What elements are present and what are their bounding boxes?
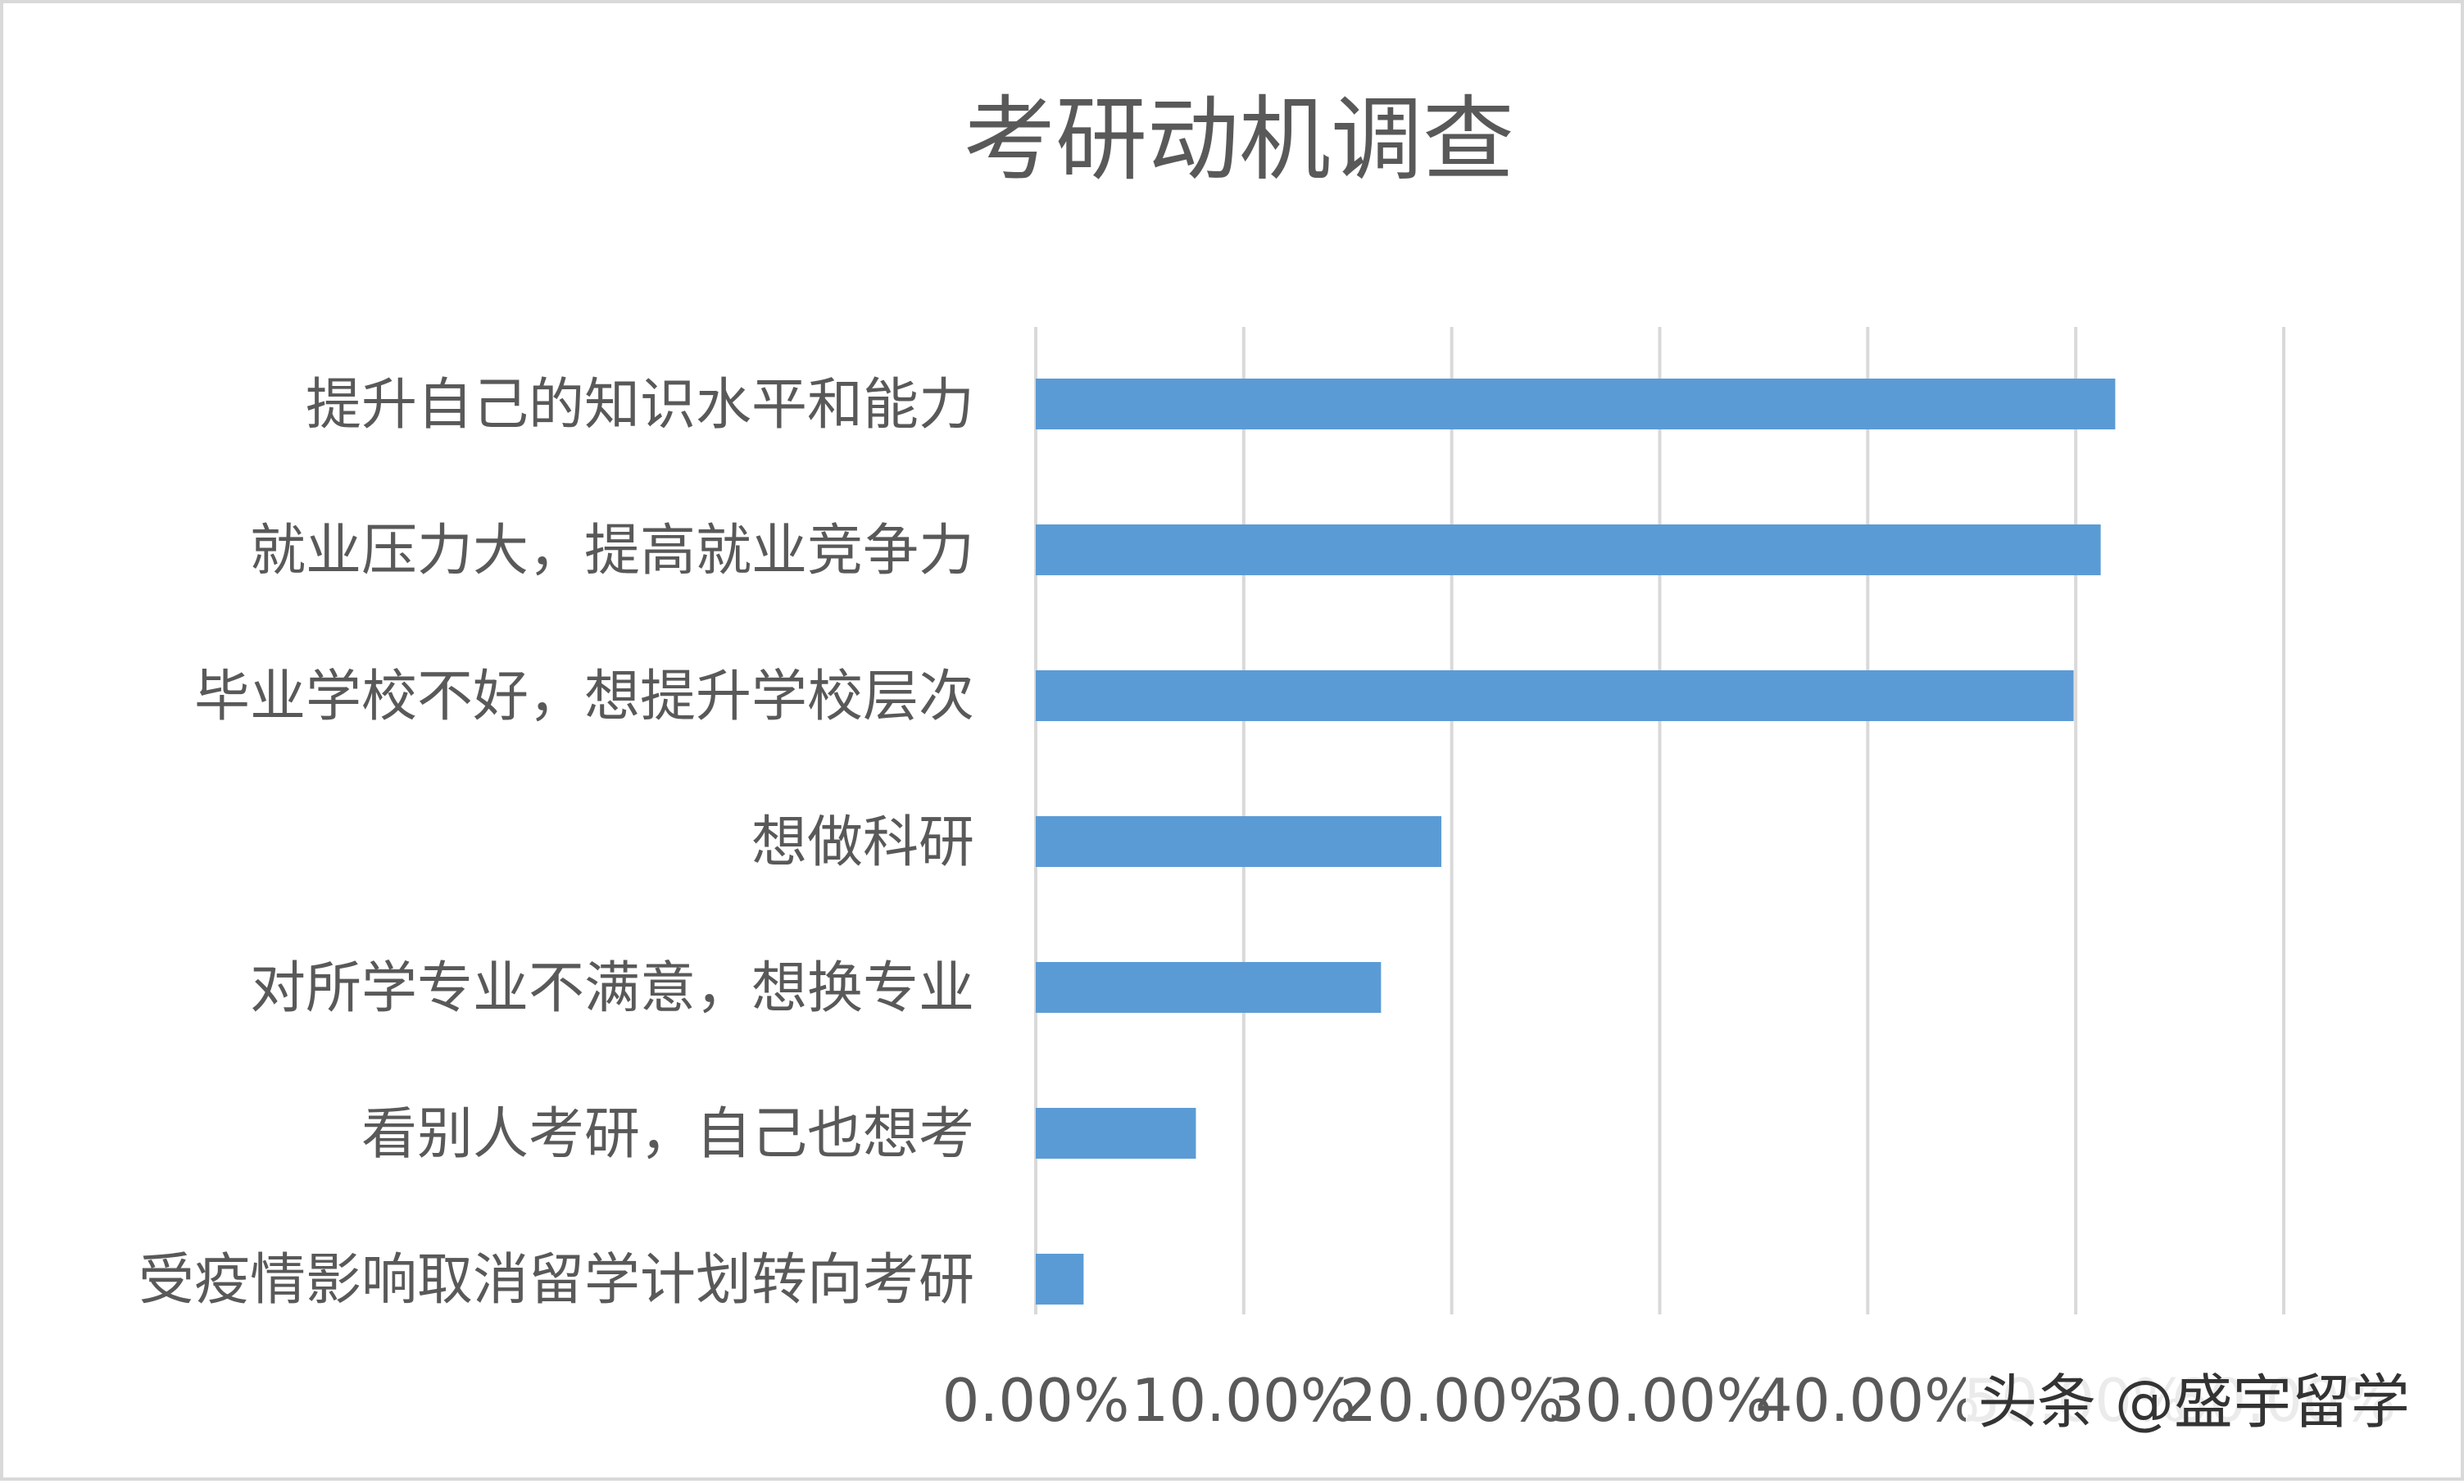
bar-6 bbox=[1036, 1108, 1196, 1159]
category-label-4: 想做科研 bbox=[751, 810, 974, 875]
grid-lines bbox=[1034, 327, 2285, 1314]
category-label-1: 提升自己的知识水平和能力 bbox=[306, 373, 974, 438]
category-labels: 提升自己的知识水平和能力就业压力大，提高就业竞争力毕业学校不好，想提升学校层次想… bbox=[138, 373, 974, 1313]
category-label-2: 就业压力大，提高就业竞争力 bbox=[250, 519, 974, 583]
watermark-text: 头条 @盛宇留学 bbox=[1978, 1368, 2410, 1436]
x-tick-label-0: 0.00% bbox=[942, 1366, 1130, 1435]
x-tick-label-1: 10.00% bbox=[1132, 1366, 1357, 1435]
bar-chart: 考研动机调查 提升自己的知识水平和能力就业压力大，提高就业竞争力毕业学校不好，想… bbox=[138, 87, 2433, 1437]
bar-5 bbox=[1036, 962, 1382, 1013]
bar-2 bbox=[1036, 524, 2101, 575]
category-label-6: 看别人考研，自己也想考 bbox=[361, 1102, 974, 1167]
x-tick-label-2: 20.00% bbox=[1339, 1366, 1564, 1435]
x-tick-label-3: 30.00% bbox=[1547, 1366, 1772, 1435]
bar-4 bbox=[1036, 816, 1441, 867]
bars bbox=[1036, 379, 2116, 1305]
category-label-3: 毕业学校不好，想提升学校层次 bbox=[194, 665, 974, 729]
x-tick-label-4: 40.00% bbox=[1755, 1366, 1981, 1435]
watermark: 头条 @盛宇留学 bbox=[1966, 1351, 2433, 1437]
category-label-7: 受疫情影响取消留学计划转向考研 bbox=[138, 1248, 974, 1313]
chart-title: 考研动机调查 bbox=[964, 87, 1514, 193]
bar-7 bbox=[1036, 1254, 1084, 1305]
category-label-5: 对所学专业不满意，想换专业 bbox=[250, 956, 974, 1021]
bar-3 bbox=[1036, 670, 2074, 721]
bar-1 bbox=[1036, 379, 2116, 429]
